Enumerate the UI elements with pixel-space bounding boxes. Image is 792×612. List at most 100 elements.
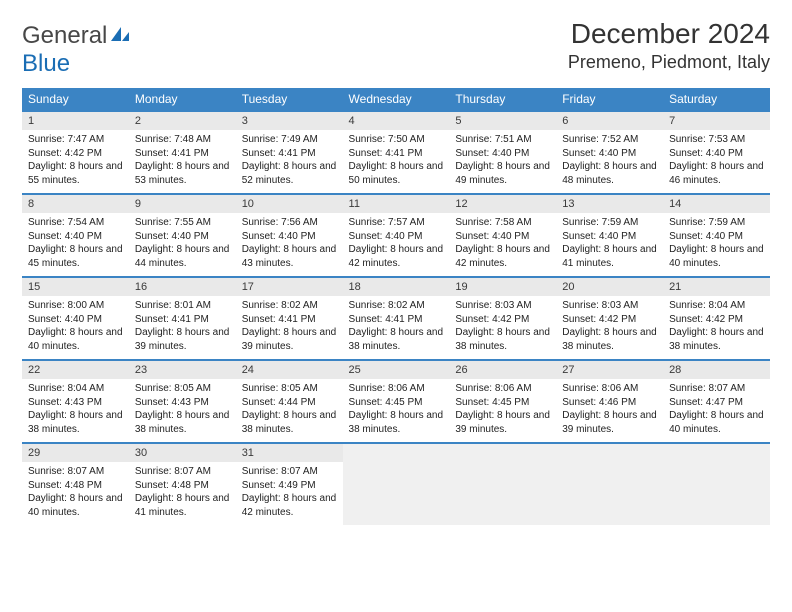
- day-number: 8: [22, 195, 129, 213]
- day-body: Sunrise: 8:03 AMSunset: 4:42 PMDaylight:…: [556, 296, 663, 359]
- daylight-line: Daylight: 8 hours and 42 minutes.: [349, 243, 444, 270]
- calendar-cell: 7Sunrise: 7:53 AMSunset: 4:40 PMDaylight…: [663, 111, 770, 194]
- sunset-line: Sunset: 4:45 PM: [349, 396, 444, 410]
- daylight-line: Daylight: 8 hours and 38 minutes.: [349, 409, 444, 436]
- calendar-cell: 23Sunrise: 8:05 AMSunset: 4:43 PMDayligh…: [129, 360, 236, 443]
- sunrise-line: Sunrise: 7:53 AM: [669, 133, 764, 147]
- day-header: Friday: [556, 88, 663, 111]
- day-number: 9: [129, 195, 236, 213]
- sunrise-line: Sunrise: 7:54 AM: [28, 216, 123, 230]
- day-number: 6: [556, 112, 663, 130]
- header: GeneralBlue December 2024 Premeno, Piedm…: [22, 18, 770, 78]
- sunset-line: Sunset: 4:40 PM: [669, 230, 764, 244]
- daylight-line: Daylight: 8 hours and 38 minutes.: [455, 326, 550, 353]
- day-number: 13: [556, 195, 663, 213]
- sunrise-line: Sunrise: 8:02 AM: [242, 299, 337, 313]
- calendar-cell: 22Sunrise: 8:04 AMSunset: 4:43 PMDayligh…: [22, 360, 129, 443]
- sunset-line: Sunset: 4:42 PM: [455, 313, 550, 327]
- day-body: Sunrise: 8:05 AMSunset: 4:43 PMDaylight:…: [129, 379, 236, 442]
- sunrise-line: Sunrise: 7:56 AM: [242, 216, 337, 230]
- daylight-line: Daylight: 8 hours and 41 minutes.: [135, 492, 230, 519]
- page-title: December 2024: [568, 18, 770, 50]
- sunrise-line: Sunrise: 8:01 AM: [135, 299, 230, 313]
- sunrise-line: Sunrise: 7:59 AM: [562, 216, 657, 230]
- sunrise-line: Sunrise: 7:51 AM: [455, 133, 550, 147]
- day-body: Sunrise: 7:49 AMSunset: 4:41 PMDaylight:…: [236, 130, 343, 193]
- day-number: 21: [663, 278, 770, 296]
- calendar-cell: 26Sunrise: 8:06 AMSunset: 4:45 PMDayligh…: [449, 360, 556, 443]
- logo-word-general: General: [22, 22, 107, 49]
- calendar-cell: 19Sunrise: 8:03 AMSunset: 4:42 PMDayligh…: [449, 277, 556, 360]
- day-number: 29: [22, 444, 129, 462]
- calendar-cell: 17Sunrise: 8:02 AMSunset: 4:41 PMDayligh…: [236, 277, 343, 360]
- calendar-cell: 10Sunrise: 7:56 AMSunset: 4:40 PMDayligh…: [236, 194, 343, 277]
- day-number: 31: [236, 444, 343, 462]
- day-number: 3: [236, 112, 343, 130]
- day-number: 15: [22, 278, 129, 296]
- sunrise-line: Sunrise: 7:55 AM: [135, 216, 230, 230]
- calendar-cell: [449, 443, 556, 525]
- calendar-cell: 11Sunrise: 7:57 AMSunset: 4:40 PMDayligh…: [343, 194, 450, 277]
- calendar-cell: 4Sunrise: 7:50 AMSunset: 4:41 PMDaylight…: [343, 111, 450, 194]
- calendar-cell: 8Sunrise: 7:54 AMSunset: 4:40 PMDaylight…: [22, 194, 129, 277]
- calendar-cell: 15Sunrise: 8:00 AMSunset: 4:40 PMDayligh…: [22, 277, 129, 360]
- day-body: Sunrise: 7:58 AMSunset: 4:40 PMDaylight:…: [449, 213, 556, 276]
- daylight-line: Daylight: 8 hours and 44 minutes.: [135, 243, 230, 270]
- day-number: 18: [343, 278, 450, 296]
- daylight-line: Daylight: 8 hours and 38 minutes.: [669, 326, 764, 353]
- sunset-line: Sunset: 4:40 PM: [562, 230, 657, 244]
- sunset-line: Sunset: 4:40 PM: [28, 230, 123, 244]
- sunset-line: Sunset: 4:40 PM: [135, 230, 230, 244]
- sunrise-line: Sunrise: 8:05 AM: [242, 382, 337, 396]
- day-body: Sunrise: 8:01 AMSunset: 4:41 PMDaylight:…: [129, 296, 236, 359]
- day-number: 19: [449, 278, 556, 296]
- day-header: Monday: [129, 88, 236, 111]
- sunrise-line: Sunrise: 7:52 AM: [562, 133, 657, 147]
- calendar-cell: 29Sunrise: 8:07 AMSunset: 4:48 PMDayligh…: [22, 443, 129, 525]
- calendar-cell: 6Sunrise: 7:52 AMSunset: 4:40 PMDaylight…: [556, 111, 663, 194]
- calendar-cell: 31Sunrise: 8:07 AMSunset: 4:49 PMDayligh…: [236, 443, 343, 525]
- day-body: Sunrise: 7:59 AMSunset: 4:40 PMDaylight:…: [556, 213, 663, 276]
- daylight-line: Daylight: 8 hours and 40 minutes.: [28, 326, 123, 353]
- day-number: 28: [663, 361, 770, 379]
- daylight-line: Daylight: 8 hours and 49 minutes.: [455, 160, 550, 187]
- day-body: Sunrise: 8:02 AMSunset: 4:41 PMDaylight:…: [343, 296, 450, 359]
- daylight-line: Daylight: 8 hours and 40 minutes.: [669, 243, 764, 270]
- day-body: Sunrise: 8:07 AMSunset: 4:49 PMDaylight:…: [236, 462, 343, 525]
- daylight-line: Daylight: 8 hours and 55 minutes.: [28, 160, 123, 187]
- sunrise-line: Sunrise: 7:49 AM: [242, 133, 337, 147]
- calendar-cell: 25Sunrise: 8:06 AMSunset: 4:45 PMDayligh…: [343, 360, 450, 443]
- day-number: 24: [236, 361, 343, 379]
- day-number: 30: [129, 444, 236, 462]
- day-body: Sunrise: 8:00 AMSunset: 4:40 PMDaylight:…: [22, 296, 129, 359]
- day-body: Sunrise: 7:56 AMSunset: 4:40 PMDaylight:…: [236, 213, 343, 276]
- day-body: Sunrise: 7:53 AMSunset: 4:40 PMDaylight:…: [663, 130, 770, 193]
- logo-sail-icon: [109, 22, 131, 50]
- sunrise-line: Sunrise: 8:06 AM: [455, 382, 550, 396]
- calendar-cell: 3Sunrise: 7:49 AMSunset: 4:41 PMDaylight…: [236, 111, 343, 194]
- daylight-line: Daylight: 8 hours and 46 minutes.: [669, 160, 764, 187]
- day-body: Sunrise: 8:05 AMSunset: 4:44 PMDaylight:…: [236, 379, 343, 442]
- sunset-line: Sunset: 4:45 PM: [455, 396, 550, 410]
- day-body: Sunrise: 7:57 AMSunset: 4:40 PMDaylight:…: [343, 213, 450, 276]
- day-body: Sunrise: 7:52 AMSunset: 4:40 PMDaylight:…: [556, 130, 663, 193]
- sunset-line: Sunset: 4:46 PM: [562, 396, 657, 410]
- calendar-cell: [663, 443, 770, 525]
- daylight-line: Daylight: 8 hours and 39 minutes.: [242, 326, 337, 353]
- sunrise-line: Sunrise: 8:05 AM: [135, 382, 230, 396]
- calendar-cell: 16Sunrise: 8:01 AMSunset: 4:41 PMDayligh…: [129, 277, 236, 360]
- day-header: Wednesday: [343, 88, 450, 111]
- title-block: December 2024 Premeno, Piedmont, Italy: [568, 18, 770, 73]
- day-number: 7: [663, 112, 770, 130]
- calendar-cell: 24Sunrise: 8:05 AMSunset: 4:44 PMDayligh…: [236, 360, 343, 443]
- day-body: Sunrise: 8:06 AMSunset: 4:46 PMDaylight:…: [556, 379, 663, 442]
- day-number: 5: [449, 112, 556, 130]
- day-body: Sunrise: 7:47 AMSunset: 4:42 PMDaylight:…: [22, 130, 129, 193]
- daylight-line: Daylight: 8 hours and 39 minutes.: [455, 409, 550, 436]
- day-number: 12: [449, 195, 556, 213]
- calendar-cell: 1Sunrise: 7:47 AMSunset: 4:42 PMDaylight…: [22, 111, 129, 194]
- sunrise-line: Sunrise: 8:07 AM: [669, 382, 764, 396]
- logo: GeneralBlue: [22, 18, 131, 78]
- day-header: Sunday: [22, 88, 129, 111]
- sunset-line: Sunset: 4:41 PM: [242, 147, 337, 161]
